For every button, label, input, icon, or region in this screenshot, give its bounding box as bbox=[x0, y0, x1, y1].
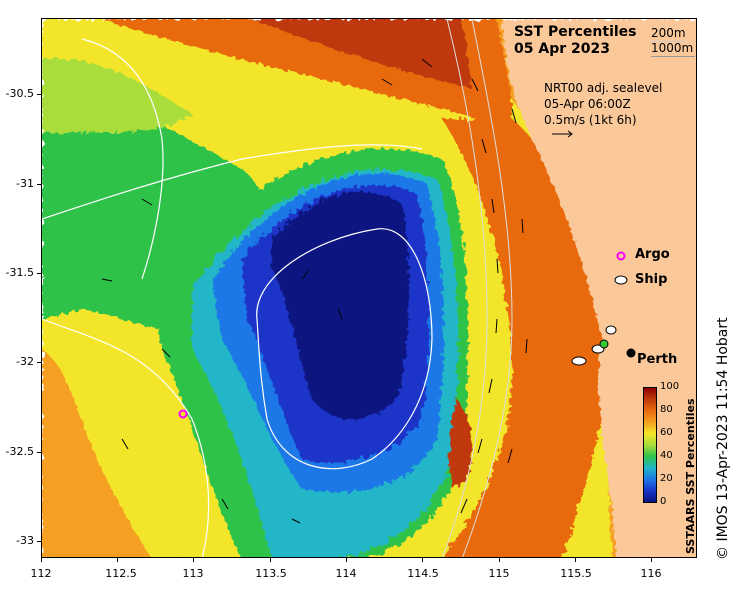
x-tick-label: 116 bbox=[640, 567, 662, 580]
colorbar-tick: 100 bbox=[660, 381, 680, 392]
y-tick-mark bbox=[37, 184, 41, 185]
colorbar-tick: 20 bbox=[660, 473, 673, 484]
coastal-orange-band bbox=[442, 119, 607, 557]
y-tick-label: -33 bbox=[16, 534, 34, 547]
coastal-red-patch bbox=[448, 399, 473, 489]
y-tick-label: -30.5 bbox=[5, 87, 34, 100]
colorbar-tick: 40 bbox=[660, 450, 673, 461]
x-tick-mark bbox=[499, 558, 500, 562]
ship-legend-label: Ship bbox=[635, 272, 668, 287]
sealevel-contour bbox=[256, 228, 433, 470]
y-tick-label: -32 bbox=[16, 355, 34, 368]
y-tick-label: -31 bbox=[16, 177, 34, 190]
sealevel-line-3: 0.5m/s (1kt 6h) bbox=[544, 113, 637, 127]
contour-1000m bbox=[442, 19, 488, 557]
ship-marker-green bbox=[599, 339, 609, 349]
x-tick-label: 112.5 bbox=[105, 567, 137, 580]
colorbar bbox=[643, 387, 657, 503]
y-tick-mark bbox=[37, 452, 41, 453]
map-title: SST Percentiles 05 Apr 2023 bbox=[514, 24, 637, 58]
perth-city-marker bbox=[626, 348, 636, 358]
y-tick-mark bbox=[37, 273, 41, 274]
colorbar-tick: 60 bbox=[660, 427, 673, 438]
title-line-2: 05 Apr 2023 bbox=[514, 41, 610, 57]
colorbar-title: SSTAARS SST Percentiles bbox=[684, 398, 697, 555]
y-tick-label: -32.5 bbox=[5, 445, 34, 458]
x-tick-mark bbox=[193, 558, 194, 562]
x-tick-mark bbox=[575, 558, 576, 562]
y-tick-mark bbox=[37, 362, 41, 363]
current-arrows bbox=[101, 58, 528, 524]
x-tick-mark bbox=[346, 558, 347, 562]
southwest-warm bbox=[42, 349, 151, 557]
y-tick-mark bbox=[37, 94, 41, 95]
x-tick-mark bbox=[270, 558, 271, 562]
ship-marker bbox=[605, 325, 617, 335]
arrow-scale-icon bbox=[552, 130, 573, 138]
colorbar-tick: 0 bbox=[660, 496, 667, 507]
depth-contour-legend: 200m 1000m bbox=[651, 26, 693, 56]
depth-200m-line bbox=[651, 41, 685, 42]
x-tick-label: 114.5 bbox=[407, 567, 439, 580]
sst-field bbox=[42, 19, 696, 557]
y-tick-mark bbox=[37, 541, 41, 542]
west-light-green bbox=[42, 58, 192, 134]
x-tick-label: 112 bbox=[30, 567, 52, 580]
eddy-core bbox=[272, 191, 409, 420]
copyright-notice: © IMOS 13-Apr-2023 11:54 Hobart bbox=[715, 317, 731, 560]
colorbar-tick: 80 bbox=[660, 404, 673, 415]
title-line-1: SST Percentiles bbox=[514, 24, 637, 40]
depth-1000m-label: 1000m bbox=[651, 41, 694, 55]
x-tick-label: 113 bbox=[182, 567, 204, 580]
sealevel-line-1: NRT00 adj. sealevel bbox=[544, 81, 663, 95]
ship-legend-icon bbox=[614, 275, 628, 285]
x-tick-mark bbox=[422, 558, 423, 562]
x-tick-label: 114 bbox=[335, 567, 357, 580]
x-tick-label: 115.5 bbox=[560, 567, 592, 580]
argo-legend-icon bbox=[616, 251, 626, 261]
sealevel-contour bbox=[42, 144, 423, 220]
sst-map[interactable] bbox=[41, 18, 697, 558]
contour-200m bbox=[462, 19, 513, 557]
argo-legend-label: Argo bbox=[635, 247, 670, 262]
ship-marker bbox=[571, 356, 587, 366]
x-tick-label: 115 bbox=[488, 567, 510, 580]
perth-label: Perth bbox=[637, 352, 678, 367]
x-tick-label: 113.5 bbox=[255, 567, 287, 580]
argo-float-marker bbox=[178, 409, 188, 419]
sealevel-line-2: 05-Apr 06:00Z bbox=[544, 97, 631, 111]
north-warm-core bbox=[252, 19, 472, 89]
sealevel-contour bbox=[81, 38, 164, 280]
y-tick-label: -31.5 bbox=[5, 266, 34, 279]
x-tick-mark bbox=[651, 558, 652, 562]
sealevel-contour bbox=[42, 318, 210, 557]
sealevel-info: NRT00 adj. sealevel 05-Apr 06:00Z 0.5m/s… bbox=[544, 80, 662, 128]
x-tick-mark bbox=[117, 558, 118, 562]
depth-200m-label: 200m bbox=[651, 26, 686, 40]
x-tick-mark bbox=[41, 558, 42, 562]
depth-1000m-line bbox=[651, 56, 695, 57]
